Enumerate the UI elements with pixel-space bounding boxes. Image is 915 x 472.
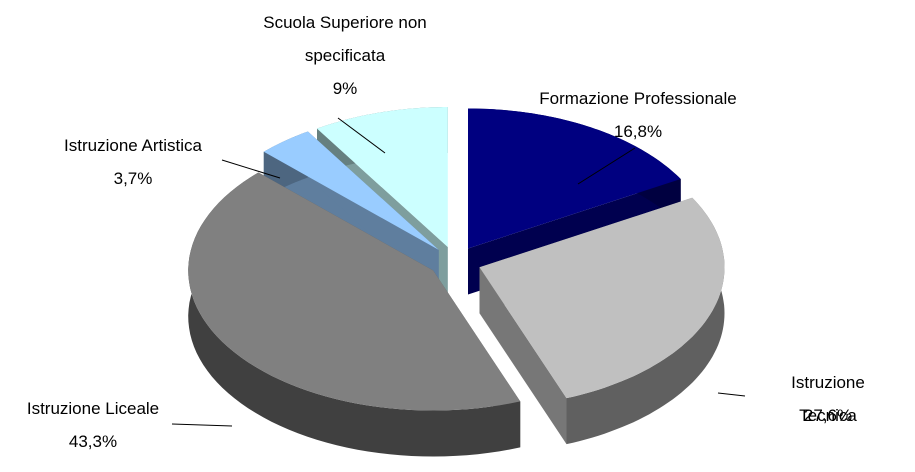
category-label: Istruzione Artistica [64,136,202,155]
slice-top [468,108,681,249]
leader-line [171,423,233,427]
slice-top [479,197,725,399]
slice [188,172,521,457]
slice-side [566,197,725,445]
value-label: 27,6% [803,406,853,425]
slice-side [188,172,521,457]
slice-top [317,107,448,247]
slice [479,197,725,445]
value-label: 43,3% [68,432,118,451]
slice-top [188,172,521,411]
leader-line [577,147,636,185]
leader-line [717,392,746,397]
value-label: 9% [332,79,358,98]
value-label: 3,7% [113,169,153,188]
category-label: Istruzione Tecnica [791,373,865,425]
slice [263,131,439,296]
slice-top [263,131,439,250]
leader-line [221,159,281,179]
slice-wall [479,267,567,445]
leader-line [337,117,386,154]
value-label: 16,8% [613,122,663,141]
category-label: Istruzione Liceale [26,399,160,418]
category-label: Formazione Professionale [539,89,737,108]
category-label: Scuola Superiore non specificata [263,13,427,65]
